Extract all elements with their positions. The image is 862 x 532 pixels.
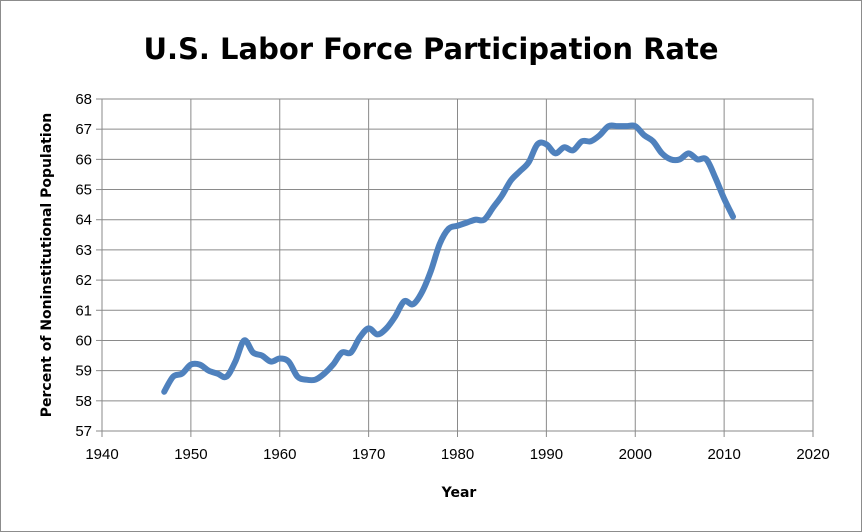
data-point	[430, 271, 431, 272]
data-point	[626, 126, 627, 127]
x-axis-title: Year	[441, 485, 477, 501]
data-point	[644, 135, 645, 136]
axis-ticks: 57 58 59 60 61 62 63 64 65 66 67 68 1940 1950 1960 1970…	[75, 91, 829, 463]
data-point	[341, 352, 342, 353]
data-point	[164, 391, 165, 392]
data-point	[315, 379, 316, 380]
gridlines	[101, 98, 814, 432]
x-tick-label: 2010	[707, 446, 740, 463]
data-point	[199, 364, 200, 365]
x-tick-label: 1960	[263, 446, 296, 463]
data-point	[208, 370, 209, 371]
y-tick-label: 59	[75, 363, 92, 380]
data-point	[190, 364, 191, 365]
y-tick-label: 57	[75, 423, 92, 440]
data-point	[501, 195, 502, 196]
data-point	[599, 135, 600, 136]
x-tick-label: 2020	[796, 446, 829, 463]
data-point	[413, 304, 414, 305]
data-point	[350, 352, 351, 353]
data-point	[590, 141, 591, 142]
x-tick-label: 1940	[85, 446, 118, 463]
data-point	[448, 228, 449, 229]
data-point	[653, 141, 654, 142]
data-point	[270, 361, 271, 362]
data-point	[715, 177, 716, 178]
data-point	[493, 207, 494, 208]
y-tick-label: 65	[75, 182, 92, 199]
y-tick-label: 58	[75, 393, 92, 410]
y-tick-label: 64	[75, 212, 92, 229]
data-point	[537, 144, 538, 145]
data-point	[679, 159, 680, 160]
data-point	[181, 373, 182, 374]
series-line	[161, 122, 737, 395]
y-tick-label: 61	[75, 302, 92, 319]
data-point	[333, 364, 334, 365]
data-point	[484, 219, 485, 220]
x-tick-label: 1950	[174, 446, 207, 463]
y-tick-label: 68	[75, 91, 92, 108]
data-point	[519, 171, 520, 172]
data-point	[528, 162, 529, 163]
data-point	[235, 361, 236, 362]
data-point	[706, 159, 707, 160]
data-point	[475, 219, 476, 220]
data-point	[670, 159, 671, 160]
x-tick-label: 1970	[352, 446, 385, 463]
data-point	[217, 373, 218, 374]
data-point	[733, 216, 734, 217]
data-point	[608, 126, 609, 127]
x-tick-label: 1980	[441, 446, 474, 463]
data-point	[457, 225, 458, 226]
data-point	[617, 126, 618, 127]
data-point	[253, 352, 254, 353]
data-point	[359, 337, 360, 338]
y-tick-label: 67	[75, 121, 92, 138]
y-tick-label: 66	[75, 151, 92, 168]
data-point	[244, 340, 245, 341]
data-point	[377, 334, 378, 335]
data-point	[564, 147, 565, 148]
y-axis-title: Percent of Noninstitutional Population	[39, 113, 55, 418]
data-point	[404, 301, 405, 302]
x-tick-label: 1990	[530, 446, 563, 463]
data-point	[661, 153, 662, 154]
data-point	[546, 144, 547, 145]
data-point	[688, 153, 689, 154]
data-point	[279, 358, 280, 359]
y-tick-label: 62	[75, 272, 92, 289]
data-point	[466, 222, 467, 223]
data-point	[226, 376, 227, 377]
data-point	[386, 328, 387, 329]
data-point	[635, 126, 636, 127]
data-point	[395, 316, 396, 317]
data-point	[324, 373, 325, 374]
data-point	[439, 243, 440, 244]
data-point	[573, 150, 574, 151]
x-tick-label: 2000	[619, 446, 652, 463]
data-point	[368, 328, 369, 329]
data-point	[297, 376, 298, 377]
y-tick-label: 60	[75, 332, 92, 349]
data-point	[421, 292, 422, 293]
data-point	[288, 361, 289, 362]
chart-title: U.S. Labor Force Participation Rate	[143, 32, 718, 66]
data-point	[697, 159, 698, 160]
y-tick-label: 63	[75, 242, 92, 259]
data-point	[581, 141, 582, 142]
data-point	[173, 376, 174, 377]
data-point	[510, 180, 511, 181]
data-point	[306, 379, 307, 380]
data-point	[261, 355, 262, 356]
data-point	[724, 198, 725, 199]
series-layer	[161, 122, 737, 395]
data-point	[555, 153, 556, 154]
